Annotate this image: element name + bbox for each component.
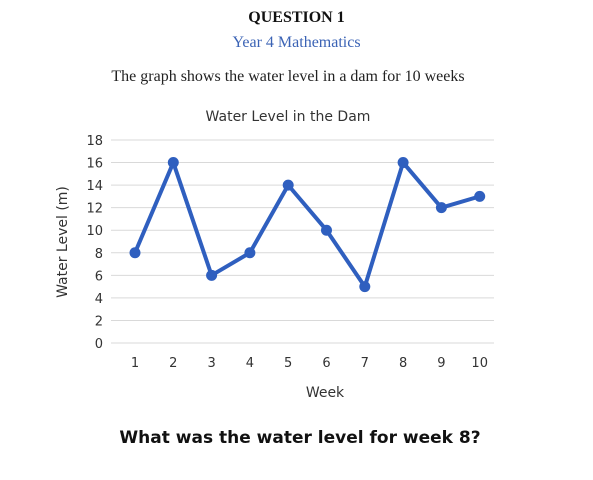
y-tick-label: 18 xyxy=(86,134,103,149)
data-point-week-3 xyxy=(206,269,218,281)
data-point-week-7 xyxy=(359,281,371,293)
question-title: QUESTION 1 xyxy=(248,9,345,26)
x-tick-label: 7 xyxy=(361,356,369,371)
chart-title: Water Level in the Dam xyxy=(206,109,371,125)
x-tick-label: 4 xyxy=(246,356,254,371)
question-prompt: What was the water level for week 8? xyxy=(119,428,481,448)
question-intro: The graph shows the water level in a dam… xyxy=(111,68,465,85)
y-tick-label: 16 xyxy=(86,157,103,172)
series-line xyxy=(133,160,482,289)
x-tick-label: 9 xyxy=(437,356,445,371)
y-tick-label: 8 xyxy=(95,247,103,262)
data-series xyxy=(129,157,486,293)
data-point-week-1 xyxy=(129,247,141,259)
y-tick-label: 2 xyxy=(95,314,103,329)
x-tick-label: 8 xyxy=(399,356,407,371)
data-point-week-4 xyxy=(244,247,256,259)
y-tick-label: 10 xyxy=(86,224,103,239)
data-point-week-6 xyxy=(321,224,332,236)
y-tick-label: 0 xyxy=(95,337,103,352)
x-tick-label: 6 xyxy=(322,356,330,371)
x-tick-label: 5 xyxy=(284,356,292,371)
y-tick-label: 4 xyxy=(95,292,103,307)
y-axis-title: Water Level (m) xyxy=(55,186,71,298)
x-tick-label: 10 xyxy=(471,356,488,371)
y-tick-label: 14 xyxy=(86,179,103,194)
x-tick-label: 2 xyxy=(169,356,177,371)
x-tick-label: 3 xyxy=(207,356,215,371)
data-point-week-5 xyxy=(282,179,294,191)
subject-subtitle: Year 4 Mathematics xyxy=(232,34,361,51)
grid-lines xyxy=(111,139,494,344)
data-point-week-2 xyxy=(167,157,179,169)
data-point-week-8 xyxy=(397,157,409,169)
data-point-week-10 xyxy=(474,190,486,202)
x-axis-title: Week xyxy=(306,385,345,401)
x-tick-label: 1 xyxy=(131,356,139,371)
y-tick-label: 12 xyxy=(86,202,103,217)
data-point-week-9 xyxy=(435,202,447,214)
y-tick-label: 6 xyxy=(95,269,103,284)
